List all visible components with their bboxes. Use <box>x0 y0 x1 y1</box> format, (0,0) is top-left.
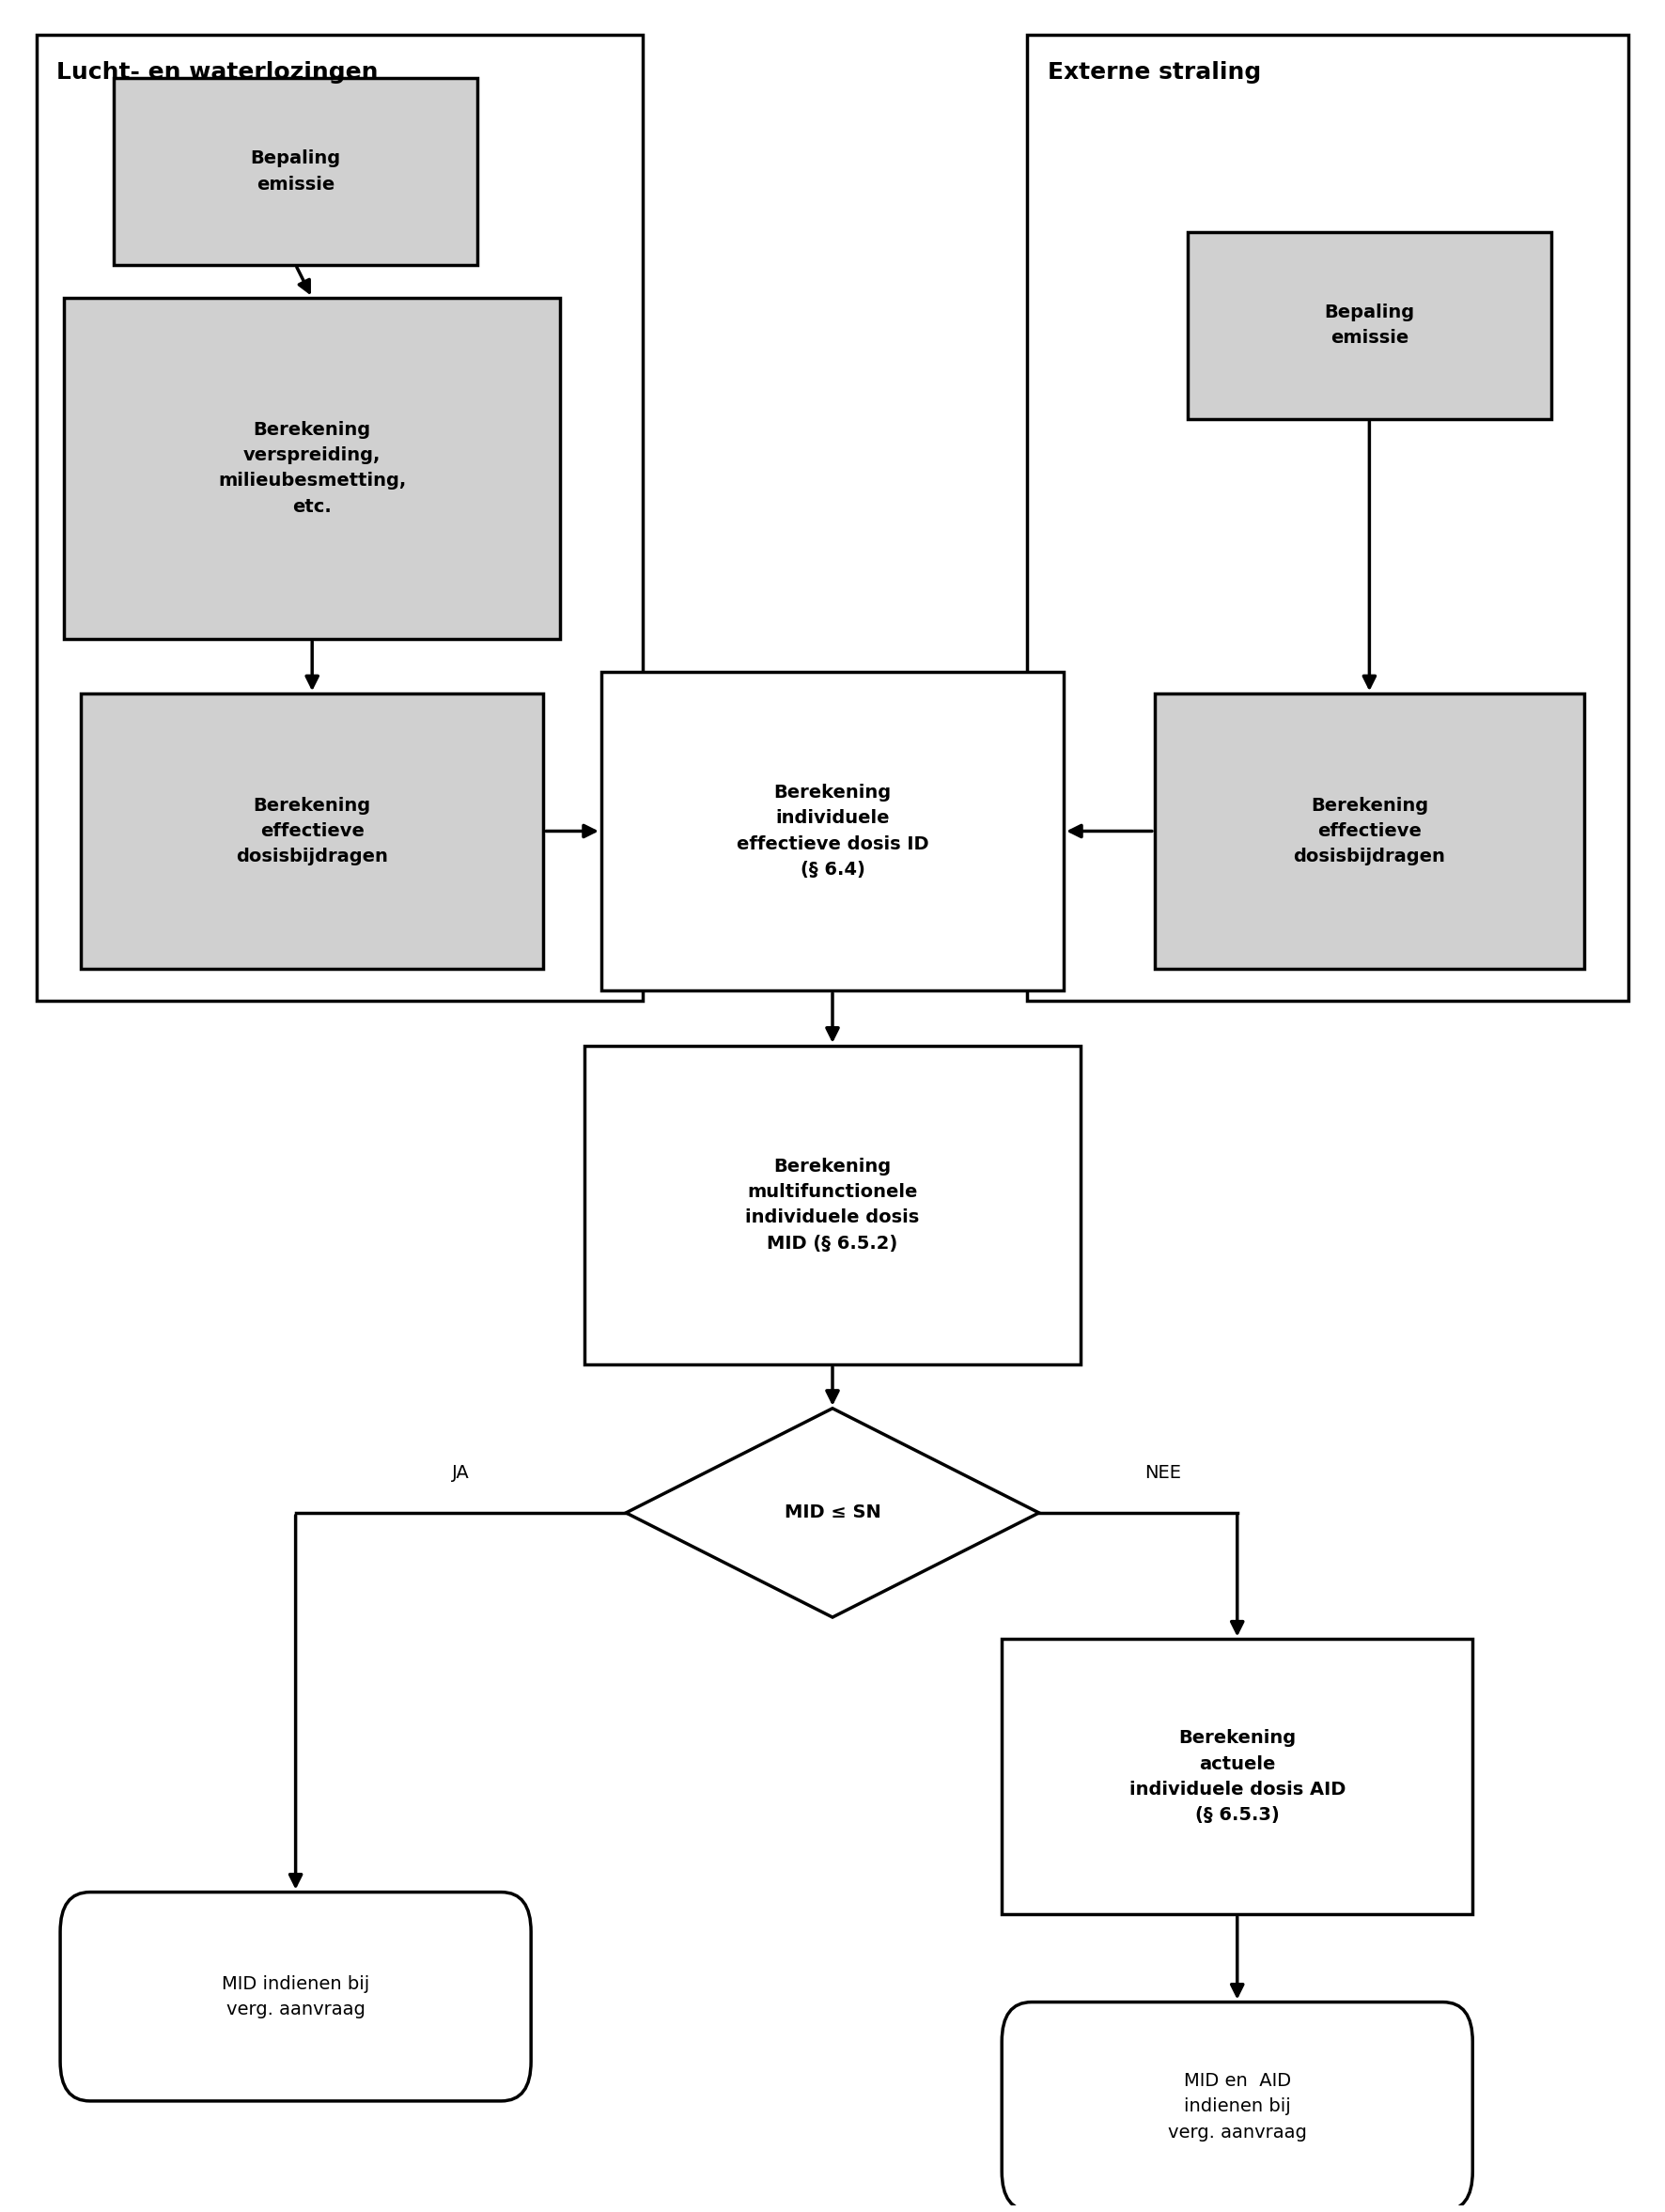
Text: MID en  AID
indienen bij
verg. aanvraag: MID en AID indienen bij verg. aanvraag <box>1167 2073 1307 2141</box>
Bar <box>1187 232 1552 418</box>
Text: MID ≤ SN: MID ≤ SN <box>784 1504 881 1522</box>
Bar <box>584 1046 1081 1365</box>
Bar <box>65 299 559 639</box>
Text: Berekening
multifunctionele
individuele dosis
MID (§ 6.5.2): Berekening multifunctionele individuele … <box>746 1157 919 1252</box>
Text: Berekening
actuele
individuele dosis AID
(§ 6.5.3): Berekening actuele individuele dosis AID… <box>1129 1730 1345 1825</box>
Bar <box>1154 695 1583 969</box>
Text: Berekening
individuele
effectieve dosis ID
(§ 6.4): Berekening individuele effectieve dosis … <box>736 783 929 878</box>
Bar <box>1002 1639 1472 1913</box>
FancyBboxPatch shape <box>60 1891 531 2101</box>
Bar <box>601 672 1064 991</box>
FancyBboxPatch shape <box>1002 2002 1472 2212</box>
Text: Berekening
effectieve
dosisbijdragen: Berekening effectieve dosisbijdragen <box>236 796 388 865</box>
Polygon shape <box>626 1409 1039 1617</box>
Text: Berekening
verspreiding,
milieubesmetting,
etc.: Berekening verspreiding, milieubesmettin… <box>218 420 406 515</box>
Text: JA: JA <box>451 1464 470 1482</box>
Text: Bepaling
emissie: Bepaling emissie <box>250 150 341 192</box>
Text: Berekening
effectieve
dosisbijdragen: Berekening effectieve dosisbijdragen <box>1294 796 1445 865</box>
Text: MID indienen bij
verg. aanvraag: MID indienen bij verg. aanvraag <box>221 1975 370 2017</box>
Bar <box>1027 35 1628 1000</box>
Text: Lucht- en waterlozingen: Lucht- en waterlozingen <box>57 62 378 84</box>
Bar <box>113 77 478 265</box>
Bar <box>37 35 643 1000</box>
Text: Externe straling: Externe straling <box>1047 62 1260 84</box>
Bar <box>82 695 543 969</box>
Text: NEE: NEE <box>1144 1464 1180 1482</box>
Text: Bepaling
emissie: Bepaling emissie <box>1324 303 1415 347</box>
